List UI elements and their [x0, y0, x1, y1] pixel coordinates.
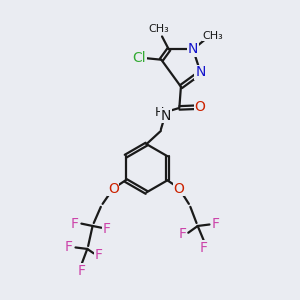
Text: N: N — [195, 65, 206, 80]
Text: O: O — [108, 182, 118, 196]
Text: CH₃: CH₃ — [203, 31, 224, 40]
Text: F: F — [95, 248, 103, 262]
Text: F: F — [178, 227, 186, 241]
Text: F: F — [71, 217, 79, 231]
Text: N: N — [161, 109, 171, 122]
Text: Cl: Cl — [132, 51, 146, 65]
Text: F: F — [200, 241, 208, 255]
Text: H: H — [154, 106, 164, 118]
Text: F: F — [78, 264, 86, 278]
Text: CH₃: CH₃ — [149, 24, 170, 34]
Text: F: F — [65, 241, 73, 254]
Text: N: N — [188, 42, 198, 56]
Text: F: F — [103, 222, 111, 236]
Text: O: O — [195, 100, 206, 114]
Text: O: O — [174, 182, 184, 196]
Text: F: F — [212, 218, 220, 232]
